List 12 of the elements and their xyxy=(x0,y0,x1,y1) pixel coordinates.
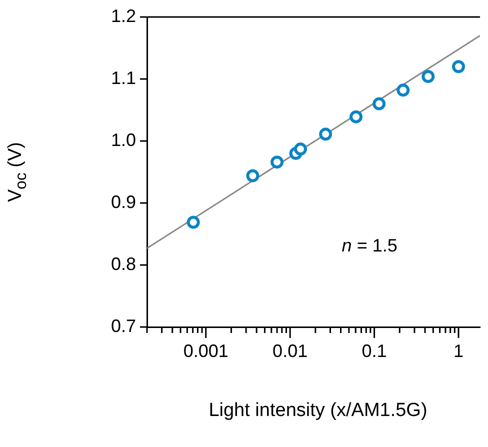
y-tick-label: 1.2 xyxy=(110,6,136,26)
annotation: n = 1.5 xyxy=(342,235,398,256)
x-tick-label: 0.01 xyxy=(272,340,308,361)
y-tick-label: 1.0 xyxy=(110,130,136,150)
y-tick-label: 0.9 xyxy=(110,192,136,212)
x-tick-label: 1 xyxy=(453,340,464,361)
y-tick-label: 1.1 xyxy=(110,68,136,88)
x-tick-label: 0.1 xyxy=(362,340,387,361)
x-tick-label: 0.001 xyxy=(183,340,228,361)
x-axis-title: Light intensity (x/AM1.5G) xyxy=(208,400,428,422)
y-tick-label: 0.8 xyxy=(110,254,136,274)
y-tick-label: 0.7 xyxy=(110,316,136,336)
